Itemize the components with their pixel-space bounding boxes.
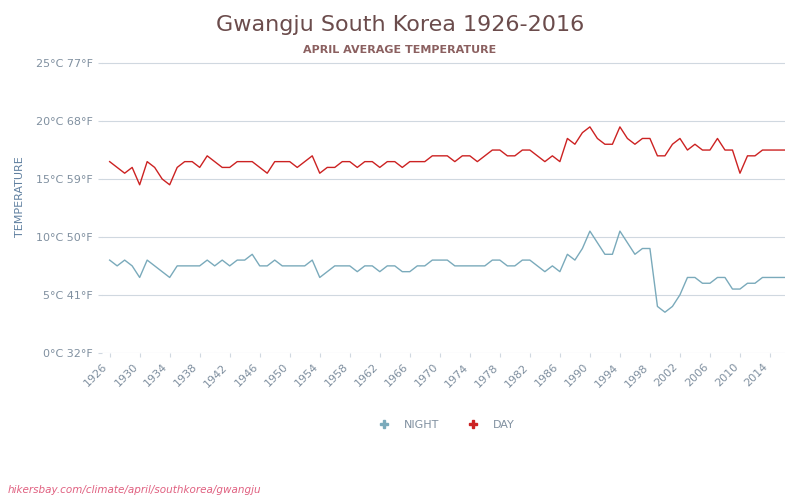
Text: APRIL AVERAGE TEMPERATURE: APRIL AVERAGE TEMPERATURE [303, 45, 497, 55]
Y-axis label: TEMPERATURE: TEMPERATURE [15, 156, 25, 237]
Legend: NIGHT, DAY: NIGHT, DAY [368, 416, 518, 435]
Text: hikersbay.com/climate/april/southkorea/gwangju: hikersbay.com/climate/april/southkorea/g… [8, 485, 262, 495]
Text: Gwangju South Korea 1926-2016: Gwangju South Korea 1926-2016 [216, 15, 584, 35]
